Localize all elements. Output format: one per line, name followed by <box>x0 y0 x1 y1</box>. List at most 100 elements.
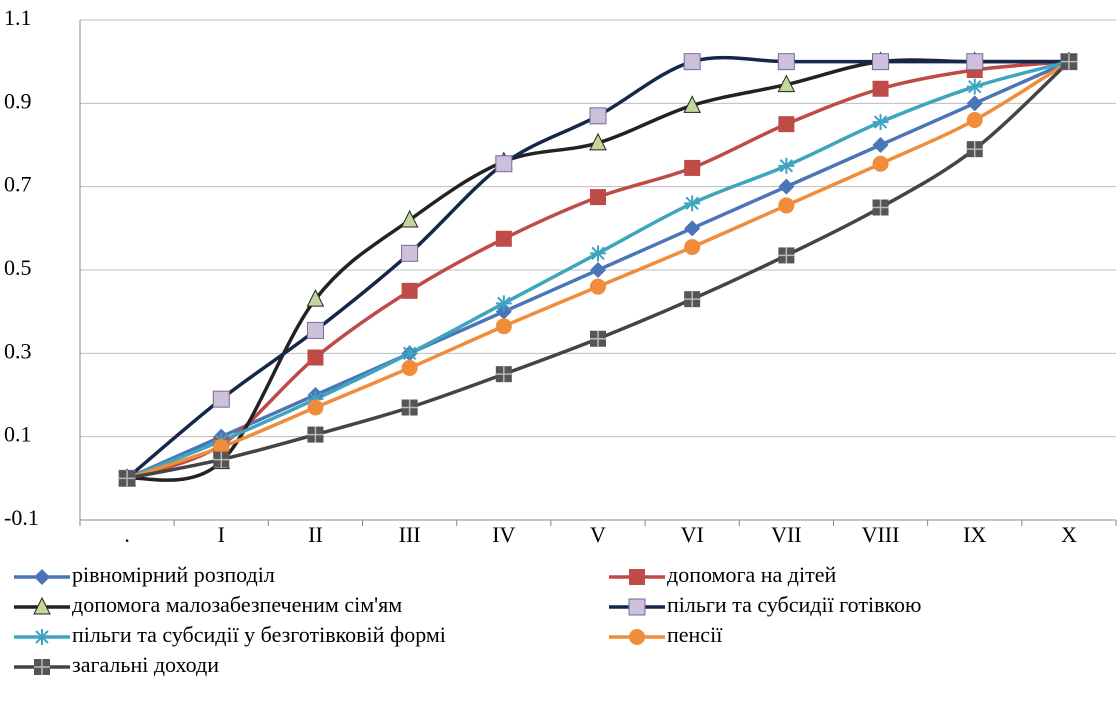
marker-cross <box>307 426 324 443</box>
marker <box>589 132 607 151</box>
legend-label: загальні доходи <box>72 652 219 677</box>
marker <box>778 178 795 195</box>
marker <box>34 629 50 645</box>
marker-cross <box>401 399 418 416</box>
legend-item: допомога малозабезпеченим сім'ям <box>14 592 402 617</box>
marker <box>872 114 889 131</box>
marker-cross <box>590 330 606 347</box>
y-tick-label: 0.3 <box>4 338 32 363</box>
marker <box>872 80 889 97</box>
marker <box>684 220 701 237</box>
marker <box>401 359 418 376</box>
x-tick-label: III <box>399 522 421 547</box>
marker <box>306 289 325 307</box>
marker <box>590 245 606 262</box>
marker <box>966 112 983 128</box>
marker <box>495 366 512 383</box>
x-tick-label: X <box>1061 522 1077 547</box>
marker <box>401 399 418 416</box>
x-tick-label: . <box>124 522 130 547</box>
x-tick-label: VII <box>771 522 802 547</box>
marker <box>307 349 324 366</box>
marker <box>777 74 796 93</box>
marker <box>683 53 701 71</box>
legend-item: пільги та субсидії у безготівковій формі <box>14 622 446 647</box>
y-tick-label: 0.9 <box>4 88 32 113</box>
y-tick-label: 0.5 <box>4 255 32 280</box>
marker <box>1060 53 1077 70</box>
line <box>125 55 1069 480</box>
marker <box>684 239 701 256</box>
y-tick-label: 0.1 <box>4 422 32 447</box>
marker <box>684 159 701 176</box>
marker-cross <box>1060 53 1077 70</box>
legend-label: пільги та субсидії у безготівковій формі <box>72 622 446 647</box>
marker <box>778 247 795 264</box>
x-tick-label: IX <box>963 522 986 547</box>
marker <box>34 569 50 585</box>
marker <box>684 195 701 212</box>
x-tick-label: II <box>308 522 323 547</box>
marker <box>872 53 890 71</box>
marker-cross <box>213 451 230 468</box>
marker <box>778 116 795 133</box>
marker <box>213 439 230 456</box>
marker <box>495 295 512 312</box>
legend-label: допомога на дітей <box>667 562 836 587</box>
marker <box>495 155 513 173</box>
marker <box>495 230 512 247</box>
series <box>126 59 1070 480</box>
marker <box>872 199 889 216</box>
legend-item: пільги та субсидії готівкою <box>609 592 921 617</box>
marker <box>778 157 795 174</box>
marker <box>628 598 646 616</box>
line <box>126 59 1070 480</box>
marker <box>401 282 418 299</box>
legend-item: рівномірний розподіл <box>14 562 275 587</box>
x-tick-label: VIII <box>862 522 900 547</box>
marker <box>306 321 324 339</box>
marker <box>777 53 795 71</box>
marker <box>590 262 606 278</box>
legend-label: рівномірний розподіл <box>72 562 275 587</box>
marker <box>872 137 889 153</box>
marker <box>307 426 324 443</box>
marker-cross <box>495 366 512 383</box>
series <box>125 55 1069 480</box>
marker <box>590 330 606 347</box>
marker <box>684 291 701 308</box>
marker <box>495 318 512 335</box>
legend-label: допомога малозабезпеченим сім'ям <box>72 592 402 617</box>
x-tick-label: I <box>218 522 225 547</box>
marker <box>307 391 324 408</box>
series-markers <box>119 53 1077 487</box>
y-tick-label: 1.1 <box>4 5 32 30</box>
legend-label: пільги та субсидії готівкою <box>667 592 921 617</box>
series-markers <box>118 53 1078 487</box>
legend-item: пенсії <box>609 622 723 647</box>
marker <box>213 451 230 468</box>
x-tick-label: V <box>590 522 606 547</box>
marker-cross <box>872 199 889 216</box>
marker-cross <box>34 659 50 675</box>
legend-item: допомога на дітей <box>609 562 836 587</box>
marker <box>119 470 136 487</box>
marker <box>401 345 418 362</box>
x-tick-label: VI <box>681 522 704 547</box>
marker-cross <box>778 247 795 264</box>
marker <box>590 189 606 206</box>
series <box>126 60 1071 481</box>
marker <box>966 95 983 112</box>
marker <box>966 78 983 95</box>
marker <box>683 95 701 113</box>
marker <box>589 107 607 125</box>
legend-label: пенсії <box>667 622 723 647</box>
y-tick-label: 0.7 <box>4 172 32 197</box>
marker <box>400 209 419 228</box>
marker-cross <box>119 470 136 487</box>
marker <box>966 53 984 71</box>
marker <box>966 141 983 158</box>
marker <box>629 629 645 645</box>
marker <box>629 569 645 585</box>
